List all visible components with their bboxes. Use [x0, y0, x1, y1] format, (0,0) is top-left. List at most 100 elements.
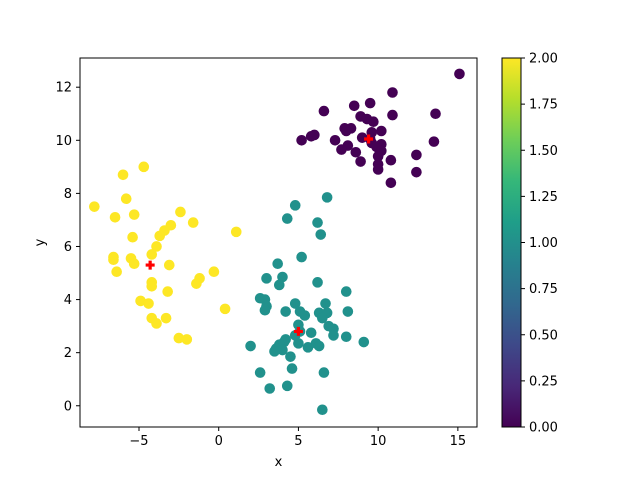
scatter-point-cluster-2 [160, 312, 172, 324]
colorbar-ticks: 0.00 0.25 0.50 0.75 1.00 1.25 1.50 1.75 2.00 [521, 52, 558, 436]
scatter-point-cluster-0 [411, 166, 422, 178]
scatter-point-cluster-1 [264, 383, 276, 394]
scatter-point-cluster-0 [372, 150, 384, 162]
scatter-point-cluster-1 [281, 380, 293, 392]
scatter-point-cluster-2 [151, 241, 162, 252]
y-tick-label: 4 [64, 293, 72, 308]
scatter-point-cluster-2 [143, 298, 154, 309]
scatter-point-cluster-0 [428, 136, 440, 147]
scatter-point-cluster-0 [305, 131, 317, 142]
scatter-point-cluster-0 [329, 134, 341, 146]
x-axis-ticks: −5 0 5 10 15 [129, 427, 466, 449]
scatter-point-cluster-0 [385, 177, 397, 189]
scatter-point-cluster-1 [321, 192, 333, 203]
scatter-point-cluster-1 [277, 344, 288, 356]
scatter-point-cluster-0 [387, 87, 398, 98]
scatter-point-cluster-0 [318, 105, 330, 117]
scatter-point-cluster-0 [296, 134, 307, 146]
scatter-point-cluster-2 [117, 169, 129, 181]
scatter-point-cluster-0 [376, 125, 387, 137]
y-tick-label: 0 [64, 399, 72, 414]
scatter-point-cluster-2 [181, 334, 193, 345]
scatter-point-cluster-2 [163, 259, 175, 271]
scatter-point-cluster-2 [162, 286, 173, 297]
scatter-point-cluster-2 [208, 266, 220, 278]
plot-area: −5 0 5 10 15 0 2 4 6 8 10 12 x y [33, 57, 478, 470]
y-axis-ticks: 0 2 4 6 8 10 12 [55, 81, 80, 414]
scatter-point-cluster-1 [342, 306, 354, 317]
scatter-point-cluster-0 [368, 116, 379, 128]
scatter-point-cluster-2 [138, 161, 150, 173]
scatter-point-cluster-1 [328, 330, 339, 341]
scatter-point-cluster-1 [340, 331, 352, 343]
scatter-point-cluster-2 [187, 217, 199, 228]
points-layer [89, 68, 465, 416]
scatter-point-cluster-0 [385, 154, 397, 166]
scatter-point-cluster-2 [230, 226, 242, 238]
scatter-point-cluster-2 [191, 278, 202, 289]
centroid-marker-1 [293, 326, 303, 336]
scatter-point-cluster-1 [320, 298, 331, 309]
scatter-point-cluster-1 [340, 286, 352, 297]
y-tick-label: 2 [64, 346, 72, 361]
scatter-point-cluster-0 [411, 149, 422, 161]
scatter-point-cluster-2 [173, 332, 185, 344]
scatter-point-cluster-1 [302, 342, 314, 353]
scatter-point-cluster-1 [277, 271, 288, 283]
scatter-point-cluster-1 [254, 367, 266, 378]
scatter-point-cluster-1 [358, 336, 370, 348]
colorbar-tick-label: 0.00 [529, 421, 558, 436]
scatter-point-cluster-2 [146, 249, 158, 260]
x-tick-label: 15 [450, 434, 467, 449]
scatter-point-cluster-0 [355, 156, 366, 167]
scatter-point-cluster-1 [289, 298, 301, 309]
scatter-point-cluster-1 [272, 258, 284, 270]
scatter-point-cluster-2 [175, 206, 186, 218]
colorbar-gradient [502, 58, 521, 427]
scatter-point-cluster-1 [317, 312, 328, 324]
colorbar-tick-label: 0.50 [529, 328, 558, 343]
scatter-point-cluster-1 [318, 367, 330, 378]
y-tick-label: 6 [64, 240, 72, 255]
scatter-point-cluster-2 [151, 318, 162, 329]
scatter-point-cluster-1 [259, 304, 271, 316]
plot-background [80, 58, 477, 427]
scatter-point-cluster-1 [261, 273, 272, 284]
colorbar-tick-label: 1.75 [529, 98, 558, 113]
y-tick-label: 10 [55, 134, 72, 149]
scatter-point-cluster-2 [111, 266, 122, 278]
scatter-point-cluster-1 [273, 279, 285, 291]
scatter-point-cluster-2 [120, 193, 132, 204]
centroid-marker-2 [145, 260, 155, 270]
scatter-point-cluster-2 [109, 211, 121, 223]
colorbar-tick-label: 0.75 [529, 282, 558, 297]
scatter-point-cluster-2 [135, 295, 146, 307]
scatter-point-cluster-2 [128, 209, 140, 220]
scatter-point-cluster-1 [286, 363, 298, 374]
x-tick-label: 0 [215, 434, 223, 449]
scatter-point-cluster-1 [280, 306, 291, 317]
scatter-point-cluster-2 [127, 231, 138, 243]
scatter-point-cluster-2 [108, 254, 119, 266]
scatter-point-cluster-0 [350, 146, 362, 158]
scatter-point-cluster-0 [340, 125, 352, 137]
y-tick-label: 12 [55, 81, 72, 96]
scatter-point-cluster-2 [219, 303, 231, 315]
y-tick-label: 8 [64, 187, 72, 202]
x-tick-label: −5 [129, 434, 148, 449]
scatter-point-cluster-2 [154, 230, 166, 242]
scatter-point-cluster-1 [305, 327, 317, 339]
scatter-point-cluster-1 [245, 340, 256, 352]
centroid-marker-0 [364, 134, 374, 144]
centroids-layer [145, 134, 374, 336]
scatter-point-cluster-0 [372, 164, 384, 175]
scatter-point-cluster-2 [146, 281, 158, 292]
scatter-point-cluster-1 [312, 277, 323, 288]
colorbar-tick-label: 1.00 [529, 236, 558, 251]
plot-frame [79, 57, 478, 428]
scatter-point-cluster-1 [269, 346, 280, 357]
scatter-point-cluster-1 [299, 310, 311, 321]
x-tick-label: 5 [294, 434, 302, 449]
scatter-point-cluster-1 [312, 217, 323, 228]
